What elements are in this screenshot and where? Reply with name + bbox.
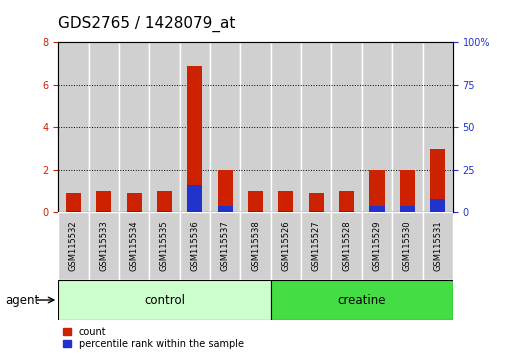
Bar [399, 206, 414, 212]
Bar [300, 42, 331, 212]
Bar [270, 212, 300, 280]
Text: GSM115532: GSM115532 [69, 221, 78, 272]
Bar [210, 42, 240, 212]
Text: GSM115534: GSM115534 [129, 221, 138, 272]
Text: control: control [143, 293, 185, 307]
Bar [361, 42, 391, 212]
Bar [179, 42, 210, 212]
Bar [58, 212, 88, 280]
Bar [422, 42, 452, 212]
Bar [278, 211, 293, 212]
Text: GSM115526: GSM115526 [281, 221, 290, 272]
Bar [149, 42, 179, 212]
Bar [157, 211, 172, 212]
Bar [361, 212, 391, 280]
Bar [96, 211, 111, 212]
Bar [278, 191, 293, 212]
Bar [58, 280, 270, 320]
Text: GSM115538: GSM115538 [250, 221, 260, 272]
Bar [308, 211, 323, 212]
Bar [119, 212, 149, 280]
Bar [187, 185, 202, 212]
Bar [247, 191, 263, 212]
Text: creatine: creatine [337, 293, 385, 307]
Bar [88, 42, 119, 212]
Bar [391, 42, 422, 212]
Bar [240, 212, 270, 280]
Bar [331, 42, 361, 212]
Text: GSM115533: GSM115533 [99, 221, 108, 272]
Bar [210, 212, 240, 280]
Bar [88, 212, 119, 280]
Bar [338, 191, 354, 212]
Bar [399, 170, 414, 212]
Bar [247, 211, 263, 212]
Bar [58, 42, 88, 212]
Text: GSM115537: GSM115537 [220, 221, 229, 272]
Bar [369, 206, 384, 212]
Bar [66, 193, 81, 212]
Bar [126, 193, 141, 212]
Bar [331, 212, 361, 280]
Text: GSM115530: GSM115530 [402, 221, 411, 272]
Bar [338, 211, 354, 212]
Bar [391, 212, 422, 280]
Bar [270, 280, 452, 320]
Bar [187, 66, 202, 212]
Bar [96, 191, 111, 212]
Text: GSM115531: GSM115531 [432, 221, 441, 272]
Bar [126, 211, 141, 212]
Bar [157, 191, 172, 212]
Bar [422, 212, 452, 280]
Bar [217, 206, 232, 212]
Bar [119, 42, 149, 212]
Text: GSM115535: GSM115535 [160, 221, 169, 272]
Text: GSM115527: GSM115527 [311, 221, 320, 272]
Bar [369, 170, 384, 212]
Bar [66, 211, 81, 212]
Bar [217, 170, 232, 212]
Bar [179, 212, 210, 280]
Bar [240, 42, 270, 212]
Bar [429, 149, 444, 212]
Legend: count, percentile rank within the sample: count, percentile rank within the sample [63, 327, 243, 349]
Bar [308, 193, 323, 212]
Text: GDS2765 / 1428079_at: GDS2765 / 1428079_at [58, 16, 235, 32]
Bar [300, 212, 331, 280]
Text: GSM115528: GSM115528 [341, 221, 350, 272]
Bar [429, 199, 444, 212]
Text: agent: agent [5, 293, 39, 307]
Text: GSM115536: GSM115536 [190, 221, 199, 272]
Bar [149, 212, 179, 280]
Text: GSM115529: GSM115529 [372, 221, 381, 271]
Bar [270, 42, 300, 212]
